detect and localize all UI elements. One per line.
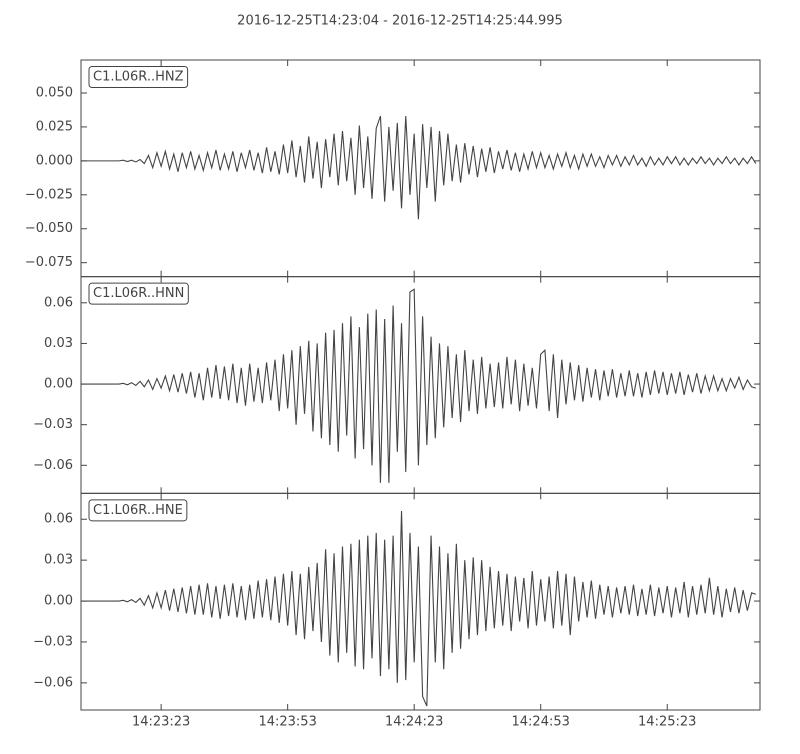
- x-tick-label: 14:23:23: [132, 715, 190, 730]
- channel-label-box: [88, 282, 189, 305]
- y-tick-label: −0.03: [33, 634, 73, 649]
- y-tick-label: −0.06: [33, 675, 73, 690]
- y-tick-label: 0.00: [44, 377, 73, 392]
- y-tick-label: 0.03: [44, 336, 73, 351]
- x-tick-label: 14:25:23: [638, 715, 696, 730]
- y-tick-label: 0.000: [36, 153, 73, 168]
- y-tick-label: −0.075: [25, 255, 73, 270]
- y-tick-label: −0.050: [25, 221, 73, 236]
- y-tick-label: 0.00: [44, 594, 73, 609]
- panel: 0.06 0.03 0.00 −0.03 −0.06 C1.L06R..HNN: [33, 276, 761, 494]
- panel: 0.06 0.03 0.00 −0.03 −0.06 14:23:23 14:23:53 14…: [33, 492, 761, 730]
- x-tick-label: 14:23:53: [258, 715, 316, 730]
- x-tick-label: 14:24:53: [512, 715, 570, 730]
- y-tick-label: 0.06: [44, 295, 73, 310]
- channel-label-box: [88, 499, 188, 522]
- y-tick-label: 0.03: [44, 553, 73, 568]
- panel: 0.050 0.025 0.000 −0.025 −0.050 −0.075 C1.L06R…: [25, 59, 761, 278]
- y-tick-label: 0.025: [36, 119, 73, 134]
- channel-label: C1.L06R..HNE: [93, 503, 183, 518]
- waveform: [81, 115, 757, 220]
- channel-label-box: [88, 66, 189, 88]
- y-tick-label: −0.06: [33, 458, 73, 473]
- x-tick-label: 14:24:23: [385, 715, 443, 730]
- channel-label: C1.L06R..HNZ: [93, 70, 184, 85]
- y-tick-label: −0.025: [25, 187, 73, 202]
- y-tick-label: −0.03: [33, 417, 73, 432]
- chart-title: 2016-12-25T14:23:04 - 2016-12-25T14:25:4…: [237, 14, 563, 29]
- waveform: [81, 511, 756, 707]
- waveform: [81, 288, 756, 483]
- channel-label: C1.L06R..HNN: [93, 286, 184, 301]
- axes-frame: [80, 492, 761, 711]
- y-tick-label: 0.050: [36, 85, 73, 100]
- y-tick-label: 0.06: [44, 512, 73, 527]
